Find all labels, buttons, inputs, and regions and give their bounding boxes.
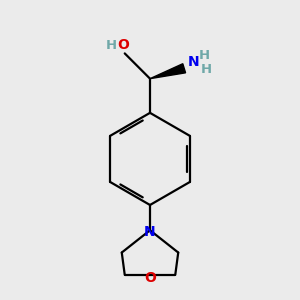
Text: H: H (201, 63, 212, 76)
Text: O: O (117, 38, 129, 52)
Text: N: N (188, 55, 200, 69)
Text: H: H (106, 39, 117, 52)
Polygon shape (150, 64, 186, 79)
Text: O: O (144, 272, 156, 285)
Text: H: H (199, 49, 210, 62)
Text: N: N (144, 225, 156, 239)
